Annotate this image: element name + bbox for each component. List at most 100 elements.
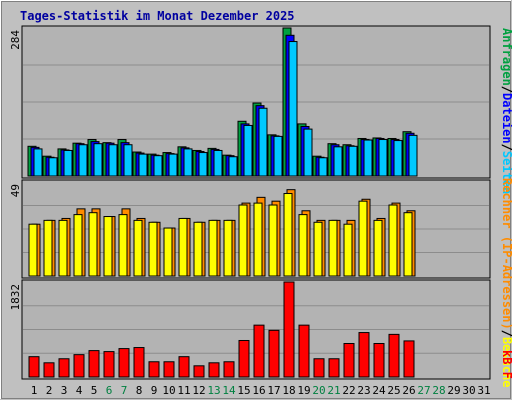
bar-kbytes-kb-f-day-15 (238, 339, 250, 378)
bar-kbytes-kb-f-day-21 (328, 358, 340, 378)
bar-visitors-rechner-ip-adressen-day-5 (88, 212, 98, 277)
legend-sep-3: / (500, 330, 512, 337)
bar-visitors-rechner-ip-adressen-day-20 (313, 221, 323, 277)
bar-requests-seiten-day-2 (48, 157, 58, 177)
legend-visitors: Rechner (IP-Adressen)/Besuche (500, 178, 512, 388)
bar-requests-seiten-day-6 (108, 144, 118, 177)
x-tick-label: 5 (91, 384, 98, 397)
x-tick-label: 20 (312, 384, 325, 397)
legend-requests: Anfragen/Dateien/Seiten (500, 28, 512, 194)
legend-files: Dateien (500, 93, 512, 144)
bar-kbytes-kb-f-day-19 (298, 324, 310, 378)
bar-requests-seiten-day-18 (288, 41, 298, 177)
bar-kbytes-kb-f-day-16 (253, 324, 265, 378)
bar-kbytes-kb-f-day-14 (223, 361, 235, 378)
bar-visitors-rechner-ip-adressen-day-7 (118, 214, 128, 277)
bar-visitors-rechner-ip-adressen-day-18 (283, 193, 293, 277)
x-tick-label: 1 (31, 384, 38, 397)
x-tick-label: 25 (387, 384, 400, 397)
x-tick-label: 26 (402, 384, 415, 397)
bar-kbytes-kb-f-day-17 (268, 329, 280, 378)
bar-visitors-rechner-ip-adressen-day-4 (73, 214, 83, 277)
bar-requests-seiten-day-3 (63, 149, 73, 177)
x-tick-label: 17 (267, 384, 280, 397)
bar-kbytes-kb-f-day-18 (283, 281, 295, 378)
bar-kbytes-kb-f-day-12 (193, 365, 205, 378)
legend-pages: Seiten (500, 151, 512, 194)
bar-requests-seiten-day-7 (123, 144, 133, 177)
chart-panels: 284 49 1832 (9, 25, 491, 380)
legend-sep-1: / (500, 86, 512, 93)
x-tick-label: 13 (207, 384, 220, 397)
bar-visitors-rechner-ip-adressen-day-22 (343, 223, 353, 277)
x-tick-label: 21 (327, 384, 340, 397)
bar-visitors-rechner-ip-adressen-day-25 (388, 204, 398, 277)
bar-visitors-rechner-ip-adressen-day-15 (238, 204, 248, 277)
x-tick-label: 11 (177, 384, 190, 397)
panel-requests: 284 (9, 25, 491, 179)
x-tick-label: 7 (121, 384, 128, 397)
legend-hits: Anfragen (500, 28, 512, 86)
bar-requests-seiten-day-21 (333, 146, 343, 177)
legend-visits: Besuche (500, 337, 512, 388)
bar-visitors-rechner-ip-adressen-day-13 (208, 219, 218, 277)
x-tick-label: 6 (106, 384, 113, 397)
x-tick-label: 28 (432, 384, 445, 397)
bar-kbytes-kb-f-day-20 (313, 358, 325, 378)
x-tick-label: 31 (477, 384, 490, 397)
bar-kbytes-kb-f-day-13 (208, 362, 220, 378)
bar-kbytes-kb-f-day-11 (178, 356, 190, 378)
x-tick-label: 9 (151, 384, 158, 397)
bar-visitors-rechner-ip-adressen-day-21 (328, 219, 338, 277)
x-tick-label: 2 (46, 384, 53, 397)
bar-requests-seiten-day-16 (258, 107, 268, 177)
x-tick-label: 4 (76, 384, 83, 397)
bar-requests-seiten-day-8 (138, 153, 148, 177)
legend-kbytes-label: kB F (500, 350, 512, 379)
bar-requests-seiten-day-24 (378, 139, 388, 177)
x-axis: 1 2 3 4 5 6 7 8 9 10 11 12 13 14 15 16 17 18 19 20 21 22 23 24 2… (31, 384, 491, 397)
bar-requests-seiten-day-23 (363, 139, 373, 177)
bar-visitors-rechner-ip-adressen-day-2 (43, 219, 53, 277)
bar-kbytes-kb-f-day-6 (103, 351, 115, 378)
bar-kbytes-kb-f-day-7 (118, 348, 130, 378)
x-tick-label: 30 (462, 384, 475, 397)
bar-requests-seiten-day-4 (78, 144, 88, 177)
y-max-label-requests: 284 (9, 30, 22, 50)
bar-kbytes-kb-f-day-22 (343, 343, 355, 378)
bar-kbytes-kb-f-day-8 (133, 347, 145, 378)
panel-kbytes: 1832 (9, 279, 491, 380)
bar-requests-seiten-day-13 (213, 149, 223, 177)
x-tick-label: 14 (222, 384, 236, 397)
bar-requests-seiten-day-9 (153, 155, 163, 177)
x-tick-label: 19 (297, 384, 310, 397)
bar-visitors-rechner-ip-adressen-day-3 (58, 219, 68, 277)
bar-kbytes-kb-f-day-25 (388, 333, 400, 378)
x-tick-label: 10 (162, 384, 175, 397)
bar-requests-seiten-day-11 (183, 148, 193, 177)
bar-requests-seiten-day-17 (273, 135, 283, 177)
bar-requests-seiten-day-5 (93, 143, 103, 177)
bar-kbytes-kb-f-day-4 (73, 354, 85, 378)
x-tick-label: 23 (357, 384, 370, 397)
bar-visitors-rechner-ip-adressen-day-9 (148, 221, 158, 277)
bar-visitors-rechner-ip-adressen-day-12 (193, 221, 203, 277)
bar-visitors-rechner-ip-adressen-day-23 (358, 200, 368, 277)
x-tick-label: 12 (192, 384, 205, 397)
bar-kbytes-kb-f-day-26 (403, 340, 415, 378)
x-tick-label: 27 (417, 384, 430, 397)
bar-requests-seiten-day-1 (33, 148, 43, 177)
bar-visitors-rechner-ip-adressen-day-14 (223, 219, 233, 277)
bar-requests-seiten-day-10 (168, 153, 178, 177)
bar-requests-seiten-day-25 (393, 140, 403, 177)
bar-visitors-rechner-ip-adressen-day-26 (403, 212, 413, 277)
bar-requests-seiten-day-20 (318, 157, 328, 177)
y-max-label-kbytes: 1832 (9, 284, 22, 311)
bar-visitors-rechner-ip-adressen-day-24 (373, 219, 383, 277)
x-tick-label: 16 (252, 384, 265, 397)
legend-sep-2: / (500, 144, 512, 151)
bar-visitors-rechner-ip-adressen-day-8 (133, 219, 143, 277)
bar-visitors-rechner-ip-adressen-day-16 (253, 202, 263, 277)
